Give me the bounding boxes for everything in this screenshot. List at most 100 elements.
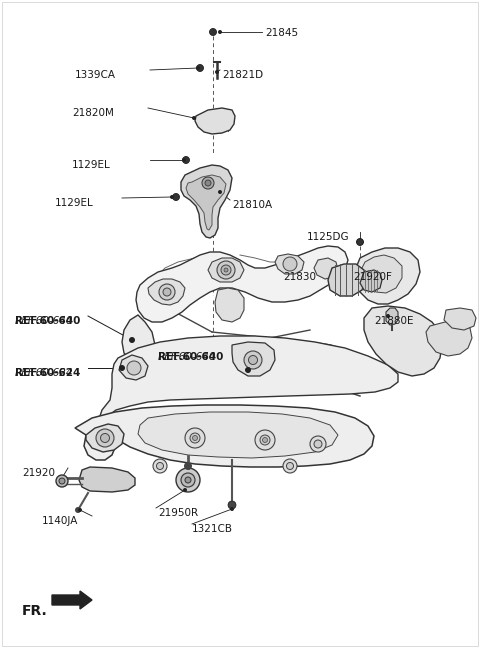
- Circle shape: [218, 190, 222, 194]
- Polygon shape: [122, 315, 155, 365]
- Circle shape: [75, 507, 81, 513]
- Polygon shape: [148, 279, 185, 305]
- Circle shape: [215, 70, 219, 74]
- Circle shape: [156, 463, 164, 470]
- Circle shape: [245, 367, 251, 373]
- Polygon shape: [208, 258, 244, 282]
- Text: 21845: 21845: [265, 28, 298, 38]
- Circle shape: [314, 440, 322, 448]
- Text: REF.60-640: REF.60-640: [15, 316, 73, 326]
- Circle shape: [172, 194, 180, 200]
- Circle shape: [357, 238, 363, 246]
- Polygon shape: [426, 322, 472, 356]
- Text: 21920F: 21920F: [353, 272, 392, 282]
- Circle shape: [182, 157, 190, 163]
- Circle shape: [172, 194, 180, 200]
- Text: 21880E: 21880E: [374, 316, 413, 326]
- Circle shape: [184, 462, 192, 470]
- Circle shape: [230, 507, 234, 511]
- Text: 1339CA: 1339CA: [75, 70, 116, 80]
- Circle shape: [217, 261, 235, 279]
- Circle shape: [185, 477, 191, 483]
- Circle shape: [185, 428, 205, 448]
- Circle shape: [224, 268, 228, 272]
- Polygon shape: [364, 306, 442, 376]
- Circle shape: [244, 351, 262, 369]
- Text: 21950R: 21950R: [158, 508, 198, 518]
- FancyArrow shape: [52, 591, 92, 609]
- Circle shape: [255, 430, 275, 450]
- Circle shape: [119, 365, 125, 371]
- Text: 1321CB: 1321CB: [192, 524, 233, 534]
- Circle shape: [100, 434, 109, 443]
- Circle shape: [60, 476, 64, 480]
- Circle shape: [205, 180, 211, 186]
- Text: 21920: 21920: [22, 468, 55, 478]
- Circle shape: [209, 29, 216, 36]
- Circle shape: [96, 429, 114, 447]
- Polygon shape: [79, 467, 135, 492]
- Polygon shape: [356, 248, 420, 304]
- Circle shape: [221, 265, 231, 275]
- Circle shape: [249, 356, 257, 364]
- Text: REF.60-640: REF.60-640: [15, 316, 80, 326]
- Polygon shape: [186, 175, 226, 230]
- Text: 1129EL: 1129EL: [55, 198, 94, 208]
- Circle shape: [386, 314, 390, 318]
- Circle shape: [260, 435, 270, 445]
- Circle shape: [170, 195, 174, 199]
- Circle shape: [228, 501, 236, 509]
- Circle shape: [78, 508, 82, 512]
- Text: 1125DG: 1125DG: [307, 232, 349, 242]
- Polygon shape: [328, 264, 366, 296]
- Circle shape: [181, 473, 195, 487]
- Text: REF.60-624: REF.60-624: [15, 368, 80, 378]
- Text: 1140JA: 1140JA: [42, 516, 78, 526]
- Text: REF.60-624: REF.60-624: [15, 368, 73, 378]
- Circle shape: [357, 238, 363, 246]
- Text: 21820M: 21820M: [72, 108, 114, 118]
- Polygon shape: [386, 308, 398, 325]
- Circle shape: [127, 361, 141, 375]
- Circle shape: [283, 257, 297, 271]
- Polygon shape: [232, 342, 275, 376]
- Circle shape: [153, 459, 167, 473]
- Text: REF.60-640: REF.60-640: [158, 352, 223, 362]
- Polygon shape: [362, 255, 402, 293]
- Polygon shape: [444, 308, 476, 330]
- Circle shape: [283, 459, 297, 473]
- Circle shape: [182, 158, 186, 162]
- Circle shape: [129, 337, 135, 343]
- Circle shape: [287, 463, 293, 470]
- Circle shape: [202, 177, 214, 189]
- Circle shape: [263, 437, 267, 443]
- Circle shape: [56, 475, 68, 487]
- Polygon shape: [75, 405, 374, 467]
- Circle shape: [209, 29, 216, 36]
- Polygon shape: [98, 336, 398, 442]
- Polygon shape: [314, 258, 338, 279]
- Circle shape: [360, 276, 364, 280]
- Text: 21810A: 21810A: [232, 200, 272, 210]
- Circle shape: [59, 478, 65, 484]
- Circle shape: [163, 288, 171, 296]
- Circle shape: [190, 433, 200, 443]
- Text: FR.: FR.: [22, 604, 48, 618]
- Circle shape: [196, 65, 204, 71]
- Polygon shape: [181, 165, 232, 238]
- Circle shape: [176, 468, 200, 492]
- Text: 1129EL: 1129EL: [72, 160, 111, 170]
- Circle shape: [328, 278, 332, 282]
- Polygon shape: [275, 254, 304, 274]
- Circle shape: [183, 488, 187, 492]
- Circle shape: [192, 435, 197, 441]
- Text: 21830: 21830: [283, 272, 316, 282]
- Polygon shape: [195, 108, 235, 134]
- Polygon shape: [119, 355, 148, 380]
- Polygon shape: [86, 424, 124, 452]
- Circle shape: [310, 436, 326, 452]
- Circle shape: [159, 284, 175, 300]
- Text: 21821D: 21821D: [222, 70, 263, 80]
- Polygon shape: [138, 412, 338, 458]
- Polygon shape: [136, 246, 348, 322]
